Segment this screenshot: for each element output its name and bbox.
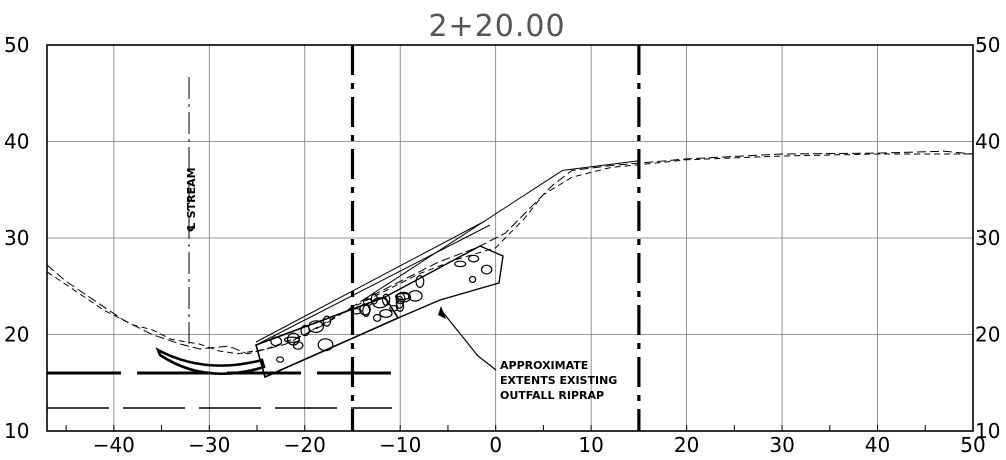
riprap-stone xyxy=(454,260,467,268)
upper-slope-line xyxy=(361,169,563,302)
leader-arrowhead xyxy=(438,306,446,319)
y-tick-label-right: 20 xyxy=(975,323,1000,347)
riprap-stone xyxy=(395,300,405,312)
y-tick-label-right: 50 xyxy=(975,33,1000,57)
y-tick-label-right: 10 xyxy=(975,419,1000,443)
riprap-stone xyxy=(468,275,477,283)
riprap-stone xyxy=(370,293,378,305)
y-tick-label-left: 50 xyxy=(4,33,29,57)
riprap-stone xyxy=(270,336,283,347)
riprap-stone xyxy=(415,275,425,289)
x-tick-label: −10 xyxy=(379,433,421,457)
riprap-top-line-1 xyxy=(255,224,491,346)
riprap-stone xyxy=(389,304,399,312)
x-tick-label: 0 xyxy=(489,433,502,457)
riprap-stone xyxy=(287,332,301,346)
y-tick-label-right: 40 xyxy=(975,130,1000,154)
x-tick-label: −30 xyxy=(188,433,230,457)
note-line-2: EXTENTS EXISTING xyxy=(500,374,617,387)
ground-profiles xyxy=(46,150,974,355)
x-tick-label: 20 xyxy=(674,433,699,457)
x-tick-label: 50 xyxy=(960,433,985,457)
riprap-stone xyxy=(308,320,325,334)
riprap-stone xyxy=(351,308,362,315)
riprap-outline-upper xyxy=(384,245,504,319)
leader-line xyxy=(440,309,497,371)
riprap-stone xyxy=(372,297,389,309)
y-tick-label-left: 40 xyxy=(4,130,29,154)
riprap-stone xyxy=(317,338,334,352)
riprap-stone xyxy=(468,254,480,263)
top-of-bank-line xyxy=(562,160,639,171)
limit-lines xyxy=(350,45,641,431)
y-tick-label-left: 20 xyxy=(4,323,29,347)
section-title: 2+20.00 xyxy=(428,9,565,44)
x-tick-label: 30 xyxy=(769,433,794,457)
riprap-stone xyxy=(480,264,493,275)
riprap-stone xyxy=(396,291,412,303)
channel-liner xyxy=(155,347,266,376)
x-tick-label: 40 xyxy=(865,433,890,457)
riprap-stones xyxy=(270,254,493,363)
note-line-1: APPROXIMATE xyxy=(500,359,588,372)
riprap-band xyxy=(255,220,504,379)
stream-centerline: ℄ STREAM xyxy=(185,77,198,350)
x-tick-label: −20 xyxy=(284,433,326,457)
y-tick-label-left: 30 xyxy=(4,226,29,250)
y-tick-label-left: 10 xyxy=(4,419,29,443)
riprap-callout: APPROXIMATE EXTENTS EXISTING OUTFALL RIP… xyxy=(438,306,617,402)
riprap-stone xyxy=(373,313,382,322)
dashed-reference-lines xyxy=(47,371,392,409)
stream-label: ℄ STREAM xyxy=(185,167,198,232)
existing-ground-line xyxy=(46,150,974,355)
riprap-stone xyxy=(300,324,310,337)
x-tick-label: −40 xyxy=(93,433,135,457)
riprap-stone xyxy=(284,336,300,343)
plot-frame xyxy=(46,44,974,432)
riprap-stone xyxy=(322,315,332,327)
note-line-3: OUTFALL RIPRAP xyxy=(500,389,604,402)
riprap-stone xyxy=(276,356,285,363)
riprap-stone xyxy=(379,309,393,318)
y-tick-label-right: 30 xyxy=(975,226,1000,250)
x-tick-label: 10 xyxy=(578,433,603,457)
riprap-stone xyxy=(394,292,411,301)
riprap-top-line-2 xyxy=(255,220,486,343)
y-axis-labels: 10 10 20 20 30 30 40 40 50 50 xyxy=(4,33,1000,443)
riprap-stone xyxy=(407,290,423,302)
x-axis-labels: −40 −30 −20 −10 0 10 20 30 40 50 xyxy=(93,433,986,457)
